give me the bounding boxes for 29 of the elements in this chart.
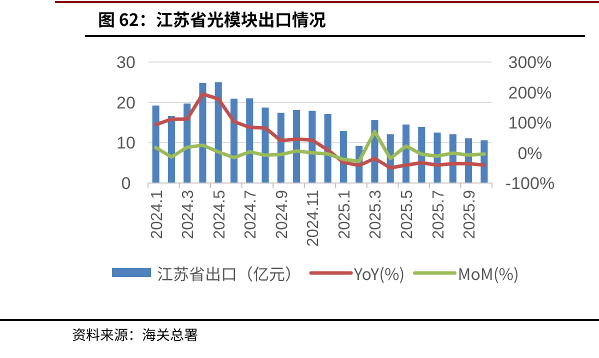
legend-label: YoY(%) — [353, 261, 405, 285]
y-tick-label: 30 — [116, 53, 136, 72]
y2-tick-label: 100% — [508, 114, 552, 132]
chart-title: 图 62：江苏省光模块出口情况 — [98, 6, 326, 31]
y-tick-label: 20 — [116, 93, 136, 112]
x-tick-label: 2025.1 — [336, 190, 354, 239]
text: 资料来源：海关总署 — [72, 325, 198, 345]
legend-label: MoM(%) — [458, 261, 519, 285]
x-tick-label: 2025.9 — [462, 190, 479, 239]
x-tick-label: 2025.3 — [368, 190, 385, 239]
y-tick-label: 10 — [116, 134, 136, 153]
bar — [199, 82, 206, 183]
x-tick-label: 2024.7 — [242, 190, 260, 239]
y-tick-label: 0 — [121, 174, 131, 193]
x-tick-label: 2025.7 — [430, 190, 448, 239]
bar — [246, 98, 254, 183]
x-tick-label: 2024.1 — [148, 190, 166, 239]
bar — [152, 106, 160, 183]
y2-tick-label: 200% — [508, 83, 552, 102]
x-tick-label: 2024.3 — [180, 190, 198, 239]
x-tick-label: 2024.5 — [211, 190, 228, 239]
y2-tick-label: 300% — [508, 53, 552, 72]
y2-tick-label: -100% — [505, 174, 555, 193]
x-tick-label: 2024.11 — [305, 190, 322, 247]
x-tick-label: 2025.5 — [399, 190, 416, 239]
x-tick-label: 2024.9 — [274, 190, 291, 239]
bar — [214, 82, 222, 183]
y2-tick-label: 0% — [518, 144, 542, 163]
legend-label: 江苏省出口（亿元） — [157, 261, 302, 285]
